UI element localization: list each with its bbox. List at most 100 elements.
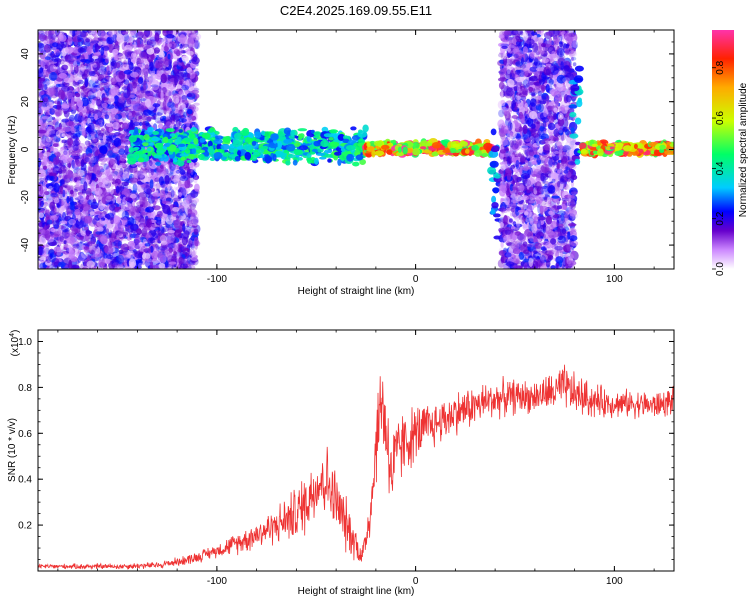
spectrogram-blob xyxy=(67,54,74,60)
spectrogram-blob xyxy=(187,220,193,225)
spectrogram-blob xyxy=(83,181,88,192)
spectrogram-blob xyxy=(94,211,104,215)
spectrogram-blob xyxy=(167,53,171,60)
spectrogram-blob xyxy=(174,170,181,175)
spectrogram-blob xyxy=(214,135,224,140)
spectrogram-blob xyxy=(113,132,121,136)
spectrogram-blob xyxy=(117,208,126,218)
spectrogram-blob xyxy=(90,250,96,261)
spectrogram-blob xyxy=(190,126,197,132)
spectrogram-blob xyxy=(171,121,176,125)
spectrogram-blob xyxy=(59,166,68,172)
spectrogram-blob xyxy=(327,158,332,163)
spectrogram-blob xyxy=(122,31,129,35)
spectrogram-blob xyxy=(137,31,144,37)
spectrogram-blob xyxy=(67,195,72,201)
spectrogram-blob xyxy=(186,93,193,98)
spectrogram-blob xyxy=(72,37,77,42)
spectrogram-blob xyxy=(154,32,160,42)
spectrogram-blob xyxy=(43,201,49,207)
spectrogram-blob xyxy=(166,101,175,108)
spectrogram-blob xyxy=(104,58,109,63)
spectrogram-blob xyxy=(38,169,46,174)
spectrogram-blob xyxy=(45,255,52,264)
spectrogram-blob xyxy=(123,59,128,68)
spectrogram-blob xyxy=(79,65,86,71)
spectrogram-blob xyxy=(180,156,186,161)
spectrogram-blob xyxy=(355,154,364,161)
spectrogram-blob xyxy=(144,207,150,213)
spectrogram-blob xyxy=(297,128,308,132)
spectrogram-blob xyxy=(149,160,153,167)
spectrogram-blob xyxy=(117,96,125,104)
spectrogram-blob xyxy=(147,213,153,217)
spectrogram-blob xyxy=(61,139,67,144)
spectrogram-blob xyxy=(68,170,74,180)
spectrogram-blob xyxy=(55,117,62,121)
spectrogram-blob xyxy=(38,212,44,218)
spectrogram-blob xyxy=(144,64,149,69)
spectrogram-blob xyxy=(146,188,152,196)
spectrogram-blob xyxy=(131,232,141,238)
spectrogram-blob xyxy=(135,205,142,214)
spectrogram-blob xyxy=(40,121,47,130)
spectrogram-blob xyxy=(137,38,141,48)
spectrogram-blob xyxy=(152,130,160,135)
spectrogram-blob xyxy=(122,216,128,224)
spectrogram-blob xyxy=(77,79,84,85)
spectrogram-blob xyxy=(43,245,50,253)
spectrogram-blob xyxy=(183,171,191,181)
spectrogram-blob xyxy=(194,237,199,247)
spectrogram-blob xyxy=(108,127,113,133)
spectrogram-blob xyxy=(98,226,103,231)
spectrogram-blob xyxy=(186,159,192,164)
spectrogram-blob xyxy=(178,101,184,110)
spectrogram-blob xyxy=(108,159,116,166)
spectrogram-blob xyxy=(53,246,62,252)
spectrogram-blob xyxy=(55,130,64,138)
spectrogram-blob xyxy=(145,116,152,122)
spectrogram-blob xyxy=(168,59,173,67)
spectrogram-blob xyxy=(100,162,107,166)
spectrogram-blob xyxy=(117,241,122,249)
spectrogram-blob xyxy=(66,185,71,190)
spectrogram-blob xyxy=(181,55,189,62)
spectrogram-blob xyxy=(120,237,128,242)
spectrogram-blob xyxy=(323,133,332,138)
spectrogram-blob xyxy=(48,241,57,247)
spectrogram-blob xyxy=(136,56,141,62)
spectrogram-blob xyxy=(188,248,193,257)
spectrogram-blob xyxy=(38,59,43,68)
spectrogram-blob xyxy=(86,260,95,268)
spectrogram-blob xyxy=(95,99,102,107)
spectrogram-blob xyxy=(176,58,182,62)
spectrogram-blob xyxy=(66,209,72,217)
spectrogram-blob xyxy=(74,138,78,146)
spectrogram-blob xyxy=(115,230,122,237)
spectrogram-blob xyxy=(120,225,126,229)
spectrogram-blob xyxy=(128,32,135,37)
spectrogram-blob xyxy=(177,72,184,80)
spectrogram-blob xyxy=(131,190,137,194)
spectrogram-blob xyxy=(51,116,56,120)
spectrogram-blob xyxy=(140,117,147,126)
spectrogram-blob xyxy=(44,209,51,218)
spectrogram-blob xyxy=(53,197,60,204)
spectrogram-blob xyxy=(130,71,139,78)
spectrogram-blob xyxy=(99,146,108,154)
spectrogram-blob xyxy=(42,234,51,239)
spectrogram-blob xyxy=(193,174,198,184)
spectrogram-blob xyxy=(333,155,339,161)
spectrogram-blob xyxy=(158,51,165,58)
spectrogram-blob xyxy=(109,238,115,246)
spectrogram-blob xyxy=(99,261,105,268)
spectrogram-blob xyxy=(191,148,197,154)
spectrogram-blob xyxy=(165,201,174,206)
spectrogram-blob xyxy=(155,62,164,71)
spectrogram-blob xyxy=(81,250,89,259)
spectrogram-blob xyxy=(176,229,183,234)
spectrogram-blob xyxy=(146,218,152,228)
spectrogram-blob xyxy=(140,245,149,253)
spectrogram-blob xyxy=(195,149,206,154)
